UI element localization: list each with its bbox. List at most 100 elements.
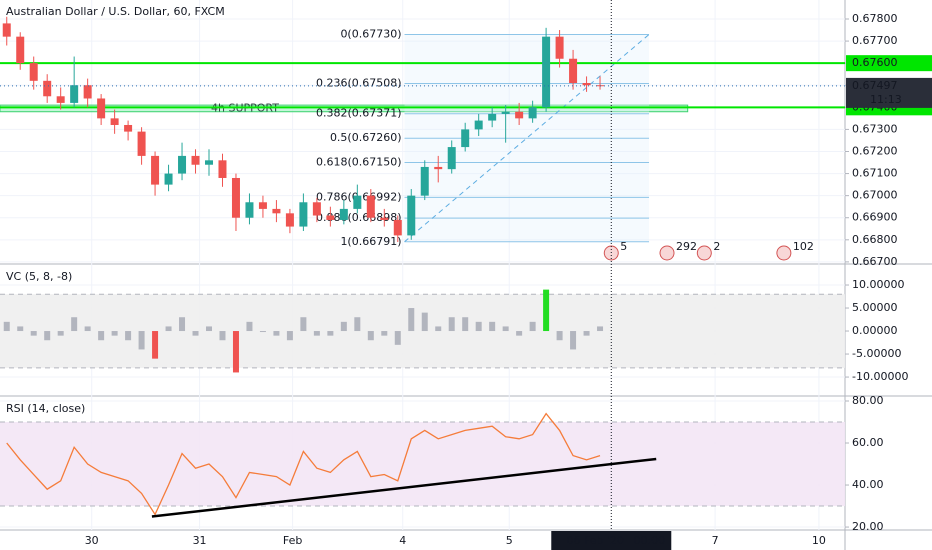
vc-bar xyxy=(30,331,37,336)
candle-body xyxy=(151,155,160,185)
vc-bar xyxy=(111,331,118,336)
candle-body xyxy=(461,129,470,148)
y-tick-label: 5.00000 xyxy=(852,301,898,314)
candle-body xyxy=(191,155,200,165)
candle-body xyxy=(555,36,564,59)
candle-body xyxy=(285,213,294,227)
vc-bar xyxy=(44,331,51,341)
vc-bar xyxy=(206,326,213,332)
vc-bar xyxy=(17,326,24,332)
vc-bar xyxy=(165,326,172,332)
fib-label: 0.236(0.67508) xyxy=(316,76,402,89)
candle-body xyxy=(178,155,187,174)
fib-label: 0(0.67730) xyxy=(340,27,401,40)
candle-body xyxy=(488,113,497,121)
vc-bar xyxy=(354,317,361,332)
vc-bar xyxy=(408,308,415,332)
candle-body xyxy=(16,36,25,64)
level-label-box xyxy=(846,55,932,72)
candle-body xyxy=(29,63,38,81)
candle-body xyxy=(70,85,79,103)
y-tick-label: 0.67700 xyxy=(852,34,898,47)
x-tick-label: 10 xyxy=(812,534,826,547)
vc-bar xyxy=(570,331,577,350)
vc-bar xyxy=(556,331,563,341)
x-tick-label: 5 xyxy=(506,534,513,547)
y-tick-label: 40.00 xyxy=(852,478,884,491)
vc-bar xyxy=(273,331,280,336)
vc-bar xyxy=(219,331,226,341)
vc-bar xyxy=(340,321,347,332)
vc-bar xyxy=(367,331,374,341)
current-price-box xyxy=(846,77,932,108)
countdown-label: 11:13 xyxy=(870,93,902,106)
pane-title: RSI (14, close) xyxy=(6,402,85,415)
candle-body xyxy=(205,160,214,165)
current-price-label: 0.67497 xyxy=(852,79,898,92)
y-tick-label: 20.00 xyxy=(852,520,884,533)
candle-body xyxy=(569,58,578,84)
vc-bar xyxy=(529,321,536,332)
x-tick-label: 30 xyxy=(85,534,99,547)
candle-body xyxy=(515,111,524,119)
vc-bar xyxy=(421,312,428,332)
candle-body xyxy=(245,202,254,218)
y-tick-label: 0.67800 xyxy=(852,12,898,25)
vc-bar xyxy=(138,331,145,350)
y-tick-label: 10.00000 xyxy=(852,278,905,291)
vc-bar xyxy=(394,331,401,345)
cursor-label-box xyxy=(551,531,672,550)
y-tick-label: 0.00000 xyxy=(852,324,898,337)
event-icon[interactable] xyxy=(776,245,792,261)
y-tick-label: 0.67300 xyxy=(852,122,898,135)
cursor-date: 06 Feb '20 xyxy=(567,534,625,547)
y-tick-label: -5.00000 xyxy=(852,347,901,360)
vc-bar xyxy=(543,289,550,332)
y-tick-label: 0.67000 xyxy=(852,189,898,202)
event-icon[interactable] xyxy=(696,245,712,261)
candle-body xyxy=(137,131,146,156)
vc-bar xyxy=(448,317,455,332)
candle-body xyxy=(258,202,267,209)
vc-bar xyxy=(125,331,132,341)
candle-body xyxy=(528,107,537,119)
cursor-time: 00:00 xyxy=(633,534,665,547)
candle-body xyxy=(272,208,281,214)
candle-body xyxy=(393,219,402,236)
vc-bar xyxy=(152,331,159,359)
vc-bar xyxy=(516,331,523,336)
candle-body xyxy=(43,80,52,97)
candle-body xyxy=(339,208,348,220)
y-tick-label: 60.00 xyxy=(852,436,884,449)
vc-bar xyxy=(57,331,64,336)
event-icon[interactable] xyxy=(659,245,675,261)
candle-body xyxy=(407,195,416,236)
candle-body xyxy=(2,23,11,37)
candle-body xyxy=(447,147,456,170)
event-count: 5 xyxy=(620,240,627,253)
support-zone xyxy=(0,104,689,113)
candle-body xyxy=(164,173,173,185)
candle-body xyxy=(366,195,375,218)
vc-bar xyxy=(435,326,442,332)
vc-bar xyxy=(381,331,388,336)
candle-body xyxy=(299,202,308,227)
vc-bar xyxy=(84,326,91,332)
candle-body xyxy=(231,177,240,218)
y-tick-label: 80.00 xyxy=(852,394,884,407)
vc-bar xyxy=(286,331,293,341)
vc-bar xyxy=(313,331,320,336)
y-tick-label: 0.67200 xyxy=(852,144,898,157)
x-tick-label: 4 xyxy=(399,534,406,547)
candle-body xyxy=(218,160,227,178)
candle-body xyxy=(124,124,133,132)
candle-body xyxy=(501,111,510,114)
fib-label: 0.382(0.67371) xyxy=(316,107,402,120)
candle-body xyxy=(542,36,551,108)
candle-body xyxy=(380,217,389,220)
vc-bar xyxy=(300,317,307,332)
candle-body xyxy=(97,98,106,119)
y-tick-label: 0.66900 xyxy=(852,211,898,224)
vc-bar xyxy=(475,321,482,332)
